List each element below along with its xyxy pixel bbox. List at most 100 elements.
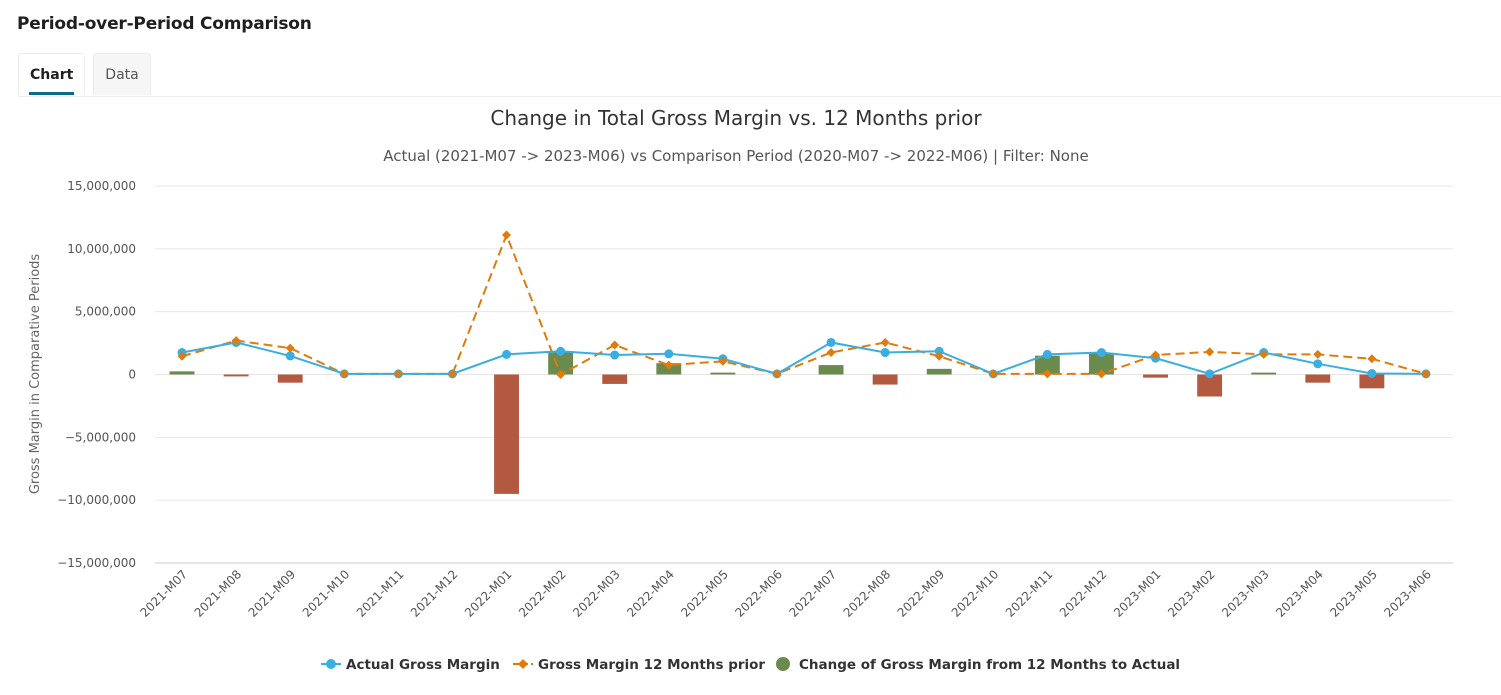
legend-prior-label: Gross Margin 12 Months prior — [538, 657, 765, 673]
x-tick-label: 2023-M05 — [1327, 567, 1380, 620]
chart-subtitle: Actual (2021-M07 -> 2023-M06) vs Compari… — [383, 147, 1088, 165]
x-tick-label: 2023-M04 — [1273, 567, 1326, 620]
prior-point — [1421, 369, 1431, 379]
x-tick-label: 2023-M02 — [1165, 567, 1218, 620]
actual-series-line — [181, 341, 1426, 375]
legend-item-actual[interactable]: Actual Gross Margin — [321, 657, 500, 673]
actual-point — [1313, 359, 1323, 369]
y-tick-label: −5,000,000 — [65, 430, 136, 444]
legend-prior-marker — [518, 659, 528, 669]
prior-point — [934, 351, 944, 361]
legend-item-change[interactable]: Change of Gross Margin from 12 Months to… — [776, 657, 1180, 673]
prior-point — [826, 348, 836, 358]
prior-point — [988, 369, 998, 379]
prior-point — [231, 336, 241, 346]
x-tick-label: 2022-M10 — [949, 567, 1002, 620]
x-tick-label: 2022-M01 — [462, 567, 515, 620]
change-bar — [1359, 374, 1385, 389]
prior-point — [339, 369, 349, 379]
actual-point — [556, 346, 566, 356]
prior-point — [664, 360, 674, 370]
change-bar — [710, 372, 736, 375]
actual-point — [664, 349, 674, 359]
x-tick-label: 2021-M11 — [354, 567, 407, 620]
prior-point — [718, 356, 728, 366]
y-axis-ticks: 15,000,000 10,000,000 5,000,000 0 −5,000,000… — [57, 179, 136, 570]
x-tick-label: 2021-M07 — [137, 567, 190, 620]
prior-point — [285, 343, 295, 353]
prior-point — [1096, 369, 1106, 379]
actual-point — [610, 350, 620, 360]
prior-point — [1259, 349, 1269, 359]
change-bar — [1143, 374, 1168, 378]
actual-point — [502, 349, 512, 359]
actual-point — [285, 351, 295, 361]
legend-change-marker — [776, 657, 790, 671]
change-bar — [926, 368, 952, 375]
change-bar — [1251, 372, 1277, 375]
change-bar — [1034, 355, 1060, 375]
x-tick-label: 2022-M02 — [516, 567, 569, 620]
x-tick-label: 2022-M03 — [570, 567, 623, 620]
prior-point — [772, 369, 782, 379]
actual-point — [1042, 349, 1052, 359]
prior-point — [1205, 347, 1215, 357]
prior-point — [447, 369, 457, 379]
change-bar — [548, 351, 574, 375]
gridlines — [155, 185, 1453, 564]
page-title: Period-over-Period Comparison — [17, 14, 312, 34]
y-tick-label: 10,000,000 — [67, 242, 136, 256]
y-tick-label: 15,000,000 — [67, 179, 136, 193]
x-tick-label: 2022-M11 — [1003, 567, 1056, 620]
prior-series-line — [181, 232, 1427, 376]
tab-chart[interactable]: Chart — [18, 53, 86, 95]
prior-point — [880, 337, 890, 347]
y-axis-label: Gross Margin in Comparative Periods — [28, 254, 43, 495]
actual-point — [826, 337, 836, 347]
prior-point — [502, 230, 512, 240]
actual-point — [1096, 348, 1106, 358]
y-tick-label: −10,000,000 — [57, 493, 136, 507]
x-tick-label: 2022-M05 — [678, 567, 731, 620]
prior-point — [1313, 349, 1323, 359]
change-bar — [872, 374, 898, 385]
legend-actual-label: Actual Gross Margin — [346, 657, 500, 673]
tab-bar: Chart Data — [18, 53, 159, 97]
x-tick-label: 2023-M01 — [1111, 567, 1164, 620]
prior-point — [556, 370, 566, 379]
x-tick-label: 2022-M07 — [786, 567, 839, 620]
change-bar — [1305, 374, 1331, 383]
x-tick-label: 2023-M06 — [1381, 567, 1434, 620]
y-tick-label: 0 — [128, 368, 136, 382]
change-bar — [1089, 353, 1114, 375]
prior-point — [1367, 354, 1377, 364]
legend-change-label: Change of Gross Margin from 12 Months to… — [799, 657, 1180, 673]
change-bar — [277, 374, 303, 383]
prior-point — [1151, 350, 1161, 360]
x-tick-label: 2023-M03 — [1219, 567, 1272, 620]
prior-point — [393, 369, 403, 379]
x-tick-label: 2022-M06 — [732, 567, 785, 620]
tab-divider — [18, 96, 1501, 97]
actual-point — [1205, 369, 1215, 379]
actual-point — [880, 348, 890, 358]
legend-actual-marker — [326, 659, 336, 669]
prior-point — [1042, 369, 1052, 379]
x-tick-label: 2022-M09 — [895, 567, 948, 620]
legend-item-prior[interactable]: Gross Margin 12 Months prior — [513, 657, 765, 673]
x-axis-ticks: 2021-M07 2021-M08 2021-M09 2021-M10 2021-M11… — [137, 567, 1434, 620]
change-bar — [494, 374, 519, 494]
change-bars — [169, 351, 1385, 494]
y-tick-label: 5,000,000 — [75, 305, 136, 319]
change-bar — [602, 374, 628, 384]
legend[interactable]: Actual Gross Margin Gross Margin 12 Mont… — [321, 657, 1180, 673]
actual-point — [1367, 368, 1377, 378]
x-tick-label: 2021-M09 — [246, 567, 299, 620]
chart-title: Change in Total Gross Margin vs. 12 Mont… — [490, 106, 982, 130]
x-tick-label: 2022-M08 — [841, 567, 894, 620]
x-tick-label: 2022-M12 — [1057, 567, 1110, 620]
tab-data[interactable]: Data — [93, 53, 151, 95]
change-bar — [223, 374, 249, 377]
x-tick-label: 2021-M10 — [300, 567, 353, 620]
